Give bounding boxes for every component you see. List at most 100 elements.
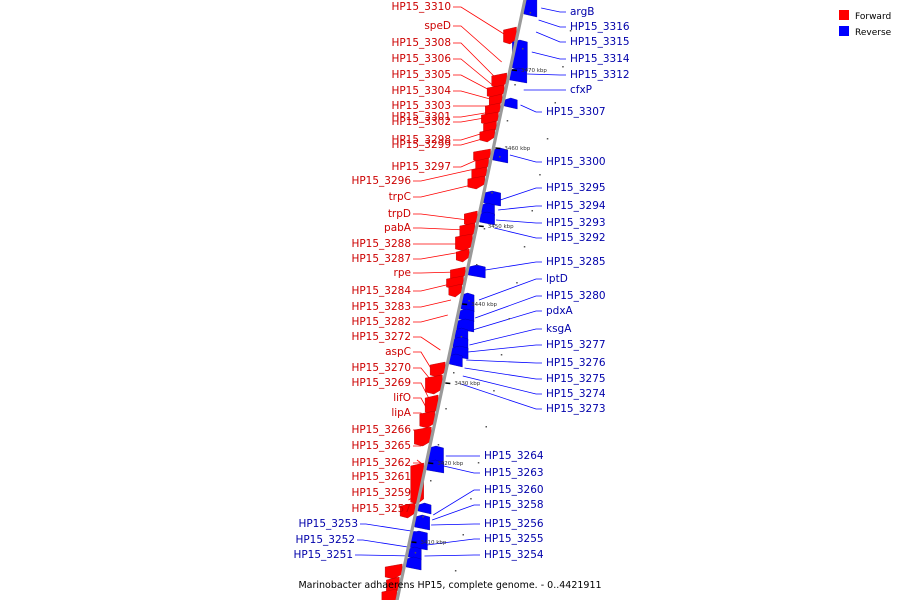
forward-gene-block [399,502,416,519]
axis-dot [500,354,503,356]
forward-leader-line [453,6,508,37]
axis-dot [445,408,447,410]
reverse-leader-line [426,538,480,546]
forward-gene-label: HP15_3265 [351,440,411,452]
legend-reverse-label: Reverse [855,28,892,38]
forward-gene-label: HP15_3259 [351,487,411,499]
reverse-leader-line [433,489,480,516]
forward-gene-block [381,588,398,600]
forward-gene-label: lifO [393,392,411,404]
forward-gene-label: HP15_3298 [391,134,451,146]
reverse-gene-block [449,353,463,368]
forward-gene-block [414,426,432,447]
axis-dot [569,30,572,32]
reverse-gene-label: HP15_3307 [546,106,606,118]
reverse-gene-label: argB [570,6,594,18]
reverse-leader-line [498,205,542,211]
reverse-gene-block [468,264,486,279]
forward-gene-block [429,361,446,378]
reverse-gene-label: HP15_3315 [570,36,630,48]
reverse-leader-line [500,187,542,201]
forward-leader-line [413,183,476,198]
forward-gene-block [425,374,443,395]
reverse-gene-block [417,502,432,515]
legend-forward-label: Forward [855,12,891,22]
forward-gene-label: HP15_3296 [351,175,411,187]
forward-gene-label: HP15_3301 [391,111,451,123]
reverse-leader-line [467,344,542,353]
axis-dot [460,336,463,338]
forward-leader-line [413,382,431,401]
reverse-leader-line [466,359,542,364]
reverse-leader-line [520,104,542,113]
axis-dot [499,156,501,158]
forward-gene-block [384,563,403,580]
reverse-gene-label: HP15_3263 [484,467,544,479]
reverse-gene-block [523,0,538,18]
forward-gene-label: HP15_3266 [351,424,411,436]
reverse-leader-line [496,219,542,224]
forward-leader-line [413,459,423,464]
axis-dot [477,462,480,464]
forward-leader-line [453,157,482,168]
reverse-gene-label: HP15_3275 [546,373,606,385]
forward-gene-label: HP15_3283 [351,301,411,313]
scale-tick [428,462,434,465]
forward-gene-label: HP15_3270 [351,362,411,374]
reverse-leader-line [535,31,566,43]
forward-gene-block [419,410,435,429]
axis-dot [522,48,524,50]
gene-features [381,0,572,600]
forward-gene-label: HP15_3297 [391,161,451,173]
axis-dot [546,138,549,140]
reverse-leader-line [541,7,566,13]
axis-dot [508,318,510,320]
reverse-gene-label: HP15_3252 [295,534,355,546]
reverse-leader-line [469,328,542,346]
reverse-leader-line [475,295,542,319]
axis-dot [453,372,455,374]
axis-dot [539,174,541,176]
reverse-gene-label: HP15_3300 [546,156,606,168]
reverse-gene-label: HP15_3292 [546,232,606,244]
axis-dot [470,498,472,500]
forward-leader-line [413,299,452,308]
reverse-gene-label: pdxA [546,305,574,317]
reverse-gene-label: HP15_3285 [546,256,606,268]
forward-leader-line [453,131,487,141]
forward-gene-block [448,283,462,298]
reverse-leader-line [527,73,566,76]
reverse-leader-line [485,261,542,271]
genome-caption: Marinobacter adhaerens HP15, complete ge… [298,580,601,591]
axis-dot [491,192,493,194]
axis-dot [485,426,487,428]
reverse-gene-label: HP15_3295 [546,182,606,194]
axis-dot [531,210,533,212]
reverse-gene-label: HP15_3316 [570,21,630,33]
scale-label: 3430 kbp [454,381,480,387]
reverse-gene-label: HP15_3276 [546,357,606,369]
reverse-leader-line [431,523,480,526]
legend: Forward Reverse [839,10,892,38]
forward-gene-label: HP15_3261 [351,471,411,483]
forward-gene-label: HP15_3305 [391,69,451,81]
forward-leader-line [413,314,448,323]
reverse-leader-line [538,19,566,28]
forward-gene-block [455,233,473,252]
scale-label: 3440 kbp [471,302,497,308]
reverse-leader-line [472,310,542,331]
reverse-gene-label: HP15_3254 [484,549,544,561]
forward-gene-label: trpC [389,191,411,203]
forward-gene-block [467,175,485,190]
forward-leader-line [413,336,441,351]
forward-leader-line [413,213,469,221]
axis-dot [514,84,516,86]
forward-gene-label: HP15_3310 [391,1,451,13]
forward-leader-line [453,58,497,89]
label-leader-lines [355,6,566,557]
reverse-gene-label: HP15_3280 [546,290,606,302]
reverse-gene-label: HP15_3255 [484,533,544,545]
forward-gene-block [479,128,495,143]
forward-leader-line [453,25,502,63]
